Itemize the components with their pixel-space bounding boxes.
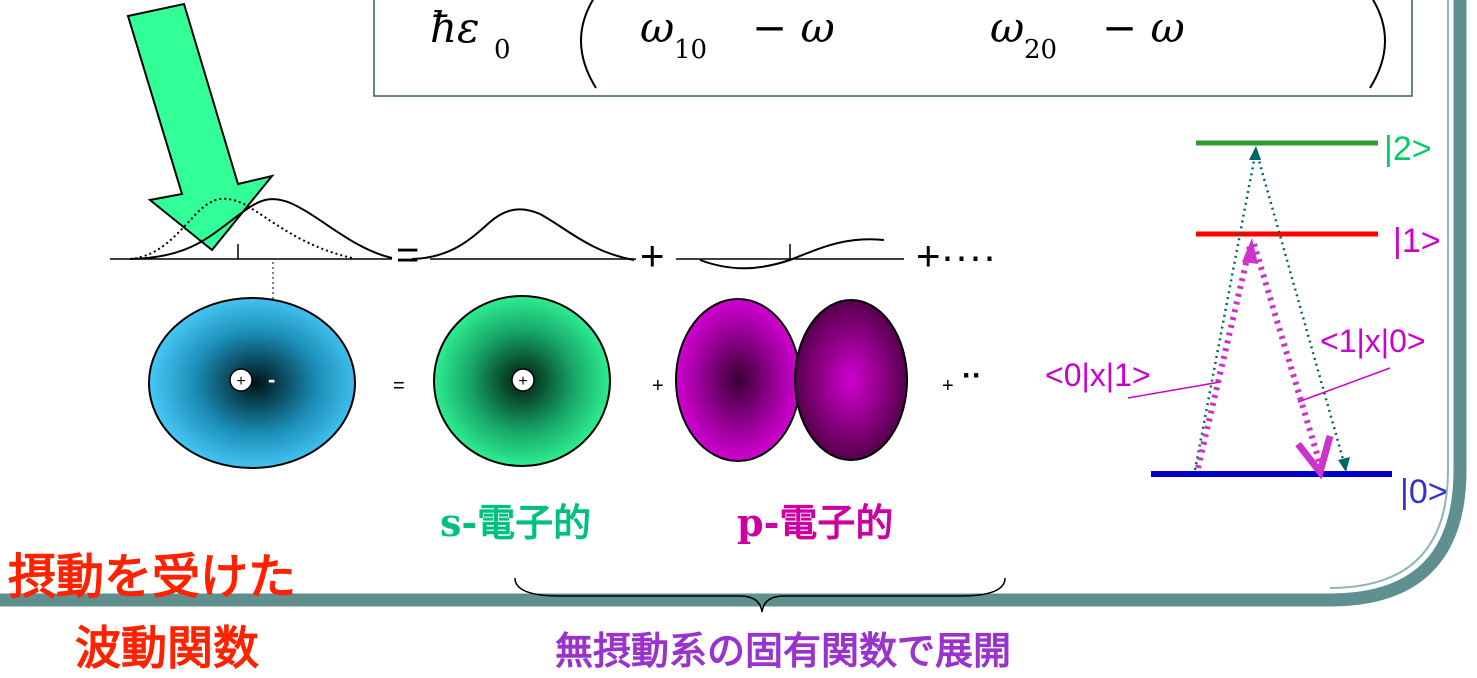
electron-minus: - bbox=[268, 367, 275, 392]
formula-left-paren bbox=[580, 0, 597, 89]
s-wave-curve bbox=[411, 208, 635, 261]
formula-term2-subscript: 20 bbox=[1024, 35, 1057, 65]
orbital-equals: = bbox=[393, 375, 405, 397]
perturbed-caption-line1: 摂動を受けた bbox=[8, 549, 296, 605]
transition-2-to-0 bbox=[1254, 149, 1348, 471]
orbital-ellipsis: ·· bbox=[962, 359, 982, 392]
energy-level-diagram: |2> |1> |0> <0|x|1> <1|x|0> bbox=[1045, 130, 1448, 511]
s-electron-label: s-電子的 bbox=[440, 500, 591, 545]
formula-lhs-denominator: ħε bbox=[430, 3, 480, 52]
transition-1-to-0 bbox=[1251, 243, 1323, 465]
p-orbital-right-lobe bbox=[794, 299, 908, 461]
level-2-label: |2> bbox=[1384, 130, 1432, 168]
formula-term2-minus: − ω bbox=[1102, 3, 1185, 52]
matrix-element-01: <0|x|1> bbox=[1045, 357, 1151, 393]
formula-term1-subscript: 10 bbox=[674, 35, 707, 65]
leader-line-01 bbox=[1127, 381, 1221, 399]
formula-term1-minus: − ω bbox=[752, 3, 835, 52]
p-electron-label: p-電子的 bbox=[737, 500, 893, 545]
plus-sign-1: + bbox=[640, 232, 665, 279]
expansion-caption: 無摂動系の固有関数で展開 bbox=[555, 629, 1011, 673]
formula-lhs-subscript: 0 bbox=[494, 35, 511, 65]
unperturbed-wave-curve bbox=[129, 197, 353, 260]
level-1-label: |1> bbox=[1393, 222, 1441, 260]
arrowhead-up-magenta bbox=[1242, 238, 1258, 264]
nucleus-plus-2: + bbox=[518, 373, 527, 390]
formula-right-paren bbox=[1369, 0, 1386, 89]
transition-0-to-1 bbox=[1195, 245, 1253, 469]
nucleus-perturbed bbox=[229, 368, 253, 392]
level-0-label: |0> bbox=[1400, 473, 1448, 511]
expansion-underbrace bbox=[514, 577, 1006, 613]
formula-term2-omega: ω bbox=[990, 3, 1024, 52]
slide-frame bbox=[0, 0, 1467, 607]
formula-term1-omega: ω bbox=[640, 3, 674, 52]
wavefunction-row: = + +···· bbox=[110, 197, 996, 330]
nucleus-plus-1: + bbox=[236, 373, 245, 390]
perturbed-wave-curve bbox=[129, 198, 393, 260]
leader-line-10 bbox=[1297, 367, 1391, 403]
arrowhead-up-teal bbox=[1249, 146, 1261, 160]
nucleus-s bbox=[511, 368, 535, 392]
formula-box: ħε 0 ω 10 − ω ω 20 − ω bbox=[373, 0, 1413, 97]
arrowhead-down-teal bbox=[1338, 457, 1350, 472]
perturbed-caption-line2: 波動関数 bbox=[75, 621, 259, 675]
p-orbital-left-lobe bbox=[675, 298, 801, 462]
p-wave-curve bbox=[699, 238, 885, 270]
equals-sign-1: = bbox=[396, 233, 419, 277]
matrix-element-10: <1|x|0> bbox=[1320, 323, 1426, 359]
arrowhead-down-magenta bbox=[1295, 435, 1334, 480]
orbital-plus-2: + bbox=[942, 375, 954, 397]
orbital-row: + - = + + + ·· s-電子的 p-電子的 bbox=[148, 295, 982, 545]
plus-ellipsis: +···· bbox=[916, 232, 996, 279]
transition-0-to-2 bbox=[1193, 149, 1258, 471]
green-arrow bbox=[126, 2, 275, 252]
orbital-plus-1: + bbox=[652, 375, 664, 397]
